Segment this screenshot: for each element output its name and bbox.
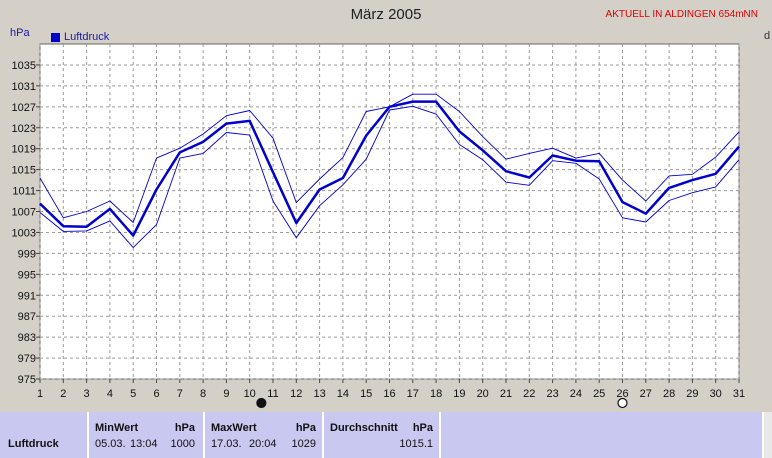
y-tick-label: 983 <box>18 332 36 344</box>
y-tick-label: 979 <box>18 353 36 365</box>
avg-header: Durchschnitt <box>330 422 398 434</box>
legend-swatch <box>51 32 60 42</box>
x-tick-label: 17 <box>407 388 419 400</box>
x-tick-label: 26 <box>616 388 628 400</box>
x-tick-label: 18 <box>430 388 442 400</box>
y-tick-label: 1011 <box>12 186 36 198</box>
x-tick-label: 28 <box>663 388 675 400</box>
x-tick-label: 2 <box>60 388 66 400</box>
pressure-chart: 9759799839879919959991003100710111015101… <box>12 43 745 409</box>
min-time: 13:04 <box>130 438 158 450</box>
x-tick-label: 6 <box>153 388 159 400</box>
x-tick-label: 1 <box>37 388 43 400</box>
summary-min-cell: MinWert hPa 05.03. 13:04 1000 <box>89 412 205 458</box>
avg-value: 1015.1 <box>399 438 433 450</box>
x-tick-label: 12 <box>290 388 302 400</box>
x-tick-label: 19 <box>453 388 465 400</box>
scrollbar[interactable] <box>764 412 772 458</box>
max-date: 17.03. <box>211 438 242 450</box>
summary-empty-cell <box>441 412 764 458</box>
y-tick-label: 991 <box>18 290 36 302</box>
moon-markers <box>256 397 628 409</box>
min-value: 1000 <box>170 438 195 450</box>
series-line-max <box>39 93 740 223</box>
x-tick-label: 11 <box>267 388 278 400</box>
header-note[interactable]: AKTUELL IN ALDINGEN 654mNN <box>605 9 758 20</box>
x-tick-label: 16 <box>383 388 395 400</box>
x-tick-label: 20 <box>477 388 489 400</box>
min-header: MinWert <box>95 422 139 434</box>
new-moon-marker <box>256 397 267 409</box>
y-tick-label: 995 <box>18 269 36 281</box>
min-date: 05.03. <box>95 438 126 450</box>
y-tick-label: 1003 <box>12 227 36 239</box>
min-unit: hPa <box>174 422 195 434</box>
x-tick-label: 27 <box>640 388 652 400</box>
legend-label: Luftdruck <box>64 31 110 43</box>
avg-unit: hPa <box>412 422 433 434</box>
summary-row-label: Luftdruck <box>8 438 59 450</box>
y-tick-label: 1015 <box>12 165 36 177</box>
series <box>39 93 740 249</box>
y-tick-label: 1027 <box>12 102 36 114</box>
y-tick-label: 1023 <box>12 123 36 135</box>
x-tick-label: 24 <box>570 388 582 400</box>
series-line-min <box>39 105 740 249</box>
grid <box>36 44 740 383</box>
x-tick-label: 15 <box>360 388 372 400</box>
x-tick-label: 14 <box>337 388 349 400</box>
x-tick-label: 10 <box>244 388 256 400</box>
x-tick-labels: 1 2 3 4 5 6 7 8 9 10 11 12 13 14 15 16 17 18 19 20 21 22 23 24 2… <box>37 388 745 400</box>
x-tick-label: 21 <box>500 388 512 400</box>
y-tick-label: 1019 <box>12 144 36 156</box>
x-tick-label: 4 <box>107 388 113 400</box>
max-unit: hPa <box>295 422 316 434</box>
y-axis-unit: hPa <box>10 27 30 39</box>
max-time: 20:04 <box>249 438 277 450</box>
x-tick-label: 25 <box>593 388 605 400</box>
y-tick-label: 1035 <box>12 60 36 72</box>
corner-label: d <box>764 30 771 42</box>
x-tick-label: 31 <box>733 388 745 400</box>
legend: Luftdruck <box>51 31 109 43</box>
summary-table: Luftdruck MinWert hPa 05.03. 13:04 1000 … <box>0 412 772 458</box>
x-tick-label: 5 <box>130 388 136 400</box>
y-tick-label: 987 <box>18 311 36 323</box>
x-tick-label: 30 <box>710 388 722 400</box>
y-tick-label: 1031 <box>12 81 36 93</box>
x-tick-label: 29 <box>686 388 698 400</box>
max-value: 1029 <box>291 438 316 450</box>
x-tick-label: 3 <box>84 388 90 400</box>
summary-avg-cell: Durchschnitt hPa 1015.1 <box>324 412 441 458</box>
chart-title: März 2005 <box>350 6 422 23</box>
x-tick-label: 13 <box>313 388 325 400</box>
x-tick-label: 23 <box>546 388 558 400</box>
full-moon-marker <box>617 397 628 409</box>
summary-max-cell: MaxWert hPa 17.03. 20:04 1029 <box>205 412 324 458</box>
x-tick-label: 9 <box>223 388 229 400</box>
y-tick-label: 1007 <box>12 207 36 219</box>
x-tick-label: 8 <box>200 388 206 400</box>
summary-label-cell: Luftdruck <box>0 412 89 458</box>
x-tick-label: 22 <box>523 388 535 400</box>
y-tick-label: 975 <box>18 374 36 386</box>
max-header: MaxWert <box>211 422 257 434</box>
y-tick-label: 999 <box>18 248 36 260</box>
x-tick-label: 7 <box>177 388 183 400</box>
y-tick-labels: 975 979 983 987 991 995 999 1003 1007 1011 1015 101… <box>12 60 36 386</box>
